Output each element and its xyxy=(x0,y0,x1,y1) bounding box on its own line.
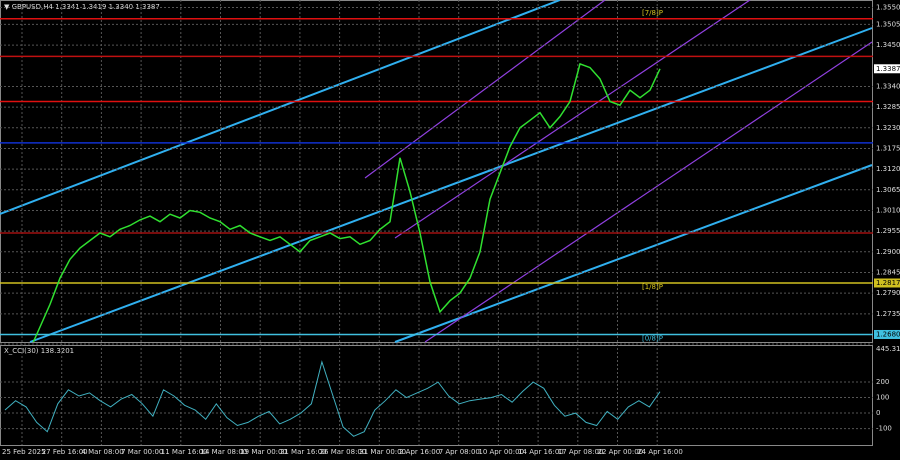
date-label: 17 Apr 08:00 xyxy=(558,448,604,456)
cci-line xyxy=(4,360,661,437)
price-tick-label: 1.2735 xyxy=(876,310,900,318)
price-tick-label: 1.3450 xyxy=(876,41,900,49)
current-price-bg xyxy=(874,64,900,74)
current-price-label: 1.3387 xyxy=(876,65,900,73)
price-tick-label: 1.3230 xyxy=(876,124,900,132)
symbol-header: ▼ GBPUSD,H4 1.3341 1.3419 1.3340 1.3387 xyxy=(4,3,160,11)
date-label: 27 Feb 16:00 xyxy=(42,448,88,456)
price-tick-label: 1.2845 xyxy=(876,268,900,276)
level-label-bg xyxy=(874,329,900,339)
price-tick-label: 1.3120 xyxy=(876,165,900,173)
cci-tick-label: 200 xyxy=(876,378,889,386)
price-tick-label: 1.3340 xyxy=(876,82,900,90)
level-tag: [7/8]P xyxy=(642,9,663,17)
date-label: 7 Apr 08:00 xyxy=(439,448,480,456)
price-tick-label: 1.3010 xyxy=(876,206,900,214)
channel-line xyxy=(394,164,873,343)
level-label: 1.2817 xyxy=(876,279,900,287)
date-label: 19 Mar 00:00 xyxy=(240,448,287,456)
date-label: 7 Mar 00:00 xyxy=(121,448,163,456)
cci-tick-label: 0 xyxy=(876,409,880,417)
level-tag: [1/8]P xyxy=(642,283,663,291)
price-tick-label: 1.3175 xyxy=(876,144,900,152)
date-label: 25 Feb 2025 xyxy=(2,448,46,456)
price-tick-label: 1.2955 xyxy=(876,227,900,235)
regression-line xyxy=(394,0,751,239)
price-tick-label: 1.2900 xyxy=(876,248,900,256)
date-label: 31 Mar 00:00 xyxy=(359,448,406,456)
date-label: 21 Mar 16:00 xyxy=(280,448,327,456)
date-label: 4 Mar 08:00 xyxy=(81,448,123,456)
date-label: 24 Apr 16:00 xyxy=(637,448,683,456)
date-label: 10 Apr 00:00 xyxy=(478,448,524,456)
cci-frame xyxy=(0,345,873,446)
channel-line xyxy=(29,27,873,343)
cci-tick-label: -100 xyxy=(876,425,892,433)
price-tick-label: 1.2790 xyxy=(876,289,900,297)
level-tag: [0/8]P xyxy=(642,334,663,342)
level-label: 1.2680 xyxy=(876,330,900,338)
level-label-bg xyxy=(874,278,900,288)
price-tick-label: 1.3285 xyxy=(876,103,900,111)
date-label: 22 Apr 00:00 xyxy=(598,448,644,456)
date-label: 14 Mar 08:00 xyxy=(201,448,248,456)
regression-line xyxy=(424,41,873,343)
cci-tick-label: 100 xyxy=(876,394,889,402)
price-tick-label: 1.3550 xyxy=(876,4,900,12)
price-tick-label: 1.3505 xyxy=(876,20,900,28)
date-label: 2 Apr 16:00 xyxy=(399,448,440,456)
cci-tick-label: 445.3108 xyxy=(876,345,900,353)
cci-title: X_CCI(30) 138.3201 xyxy=(4,347,74,355)
date-label: 11 Mar 16:00 xyxy=(161,448,208,456)
price-tick-label: 1.3065 xyxy=(876,186,900,194)
price-frame xyxy=(0,0,873,343)
date-label: 14 Apr 16:00 xyxy=(518,448,564,456)
date-label: 26 Mar 08:00 xyxy=(320,448,367,456)
price-line xyxy=(32,62,661,342)
